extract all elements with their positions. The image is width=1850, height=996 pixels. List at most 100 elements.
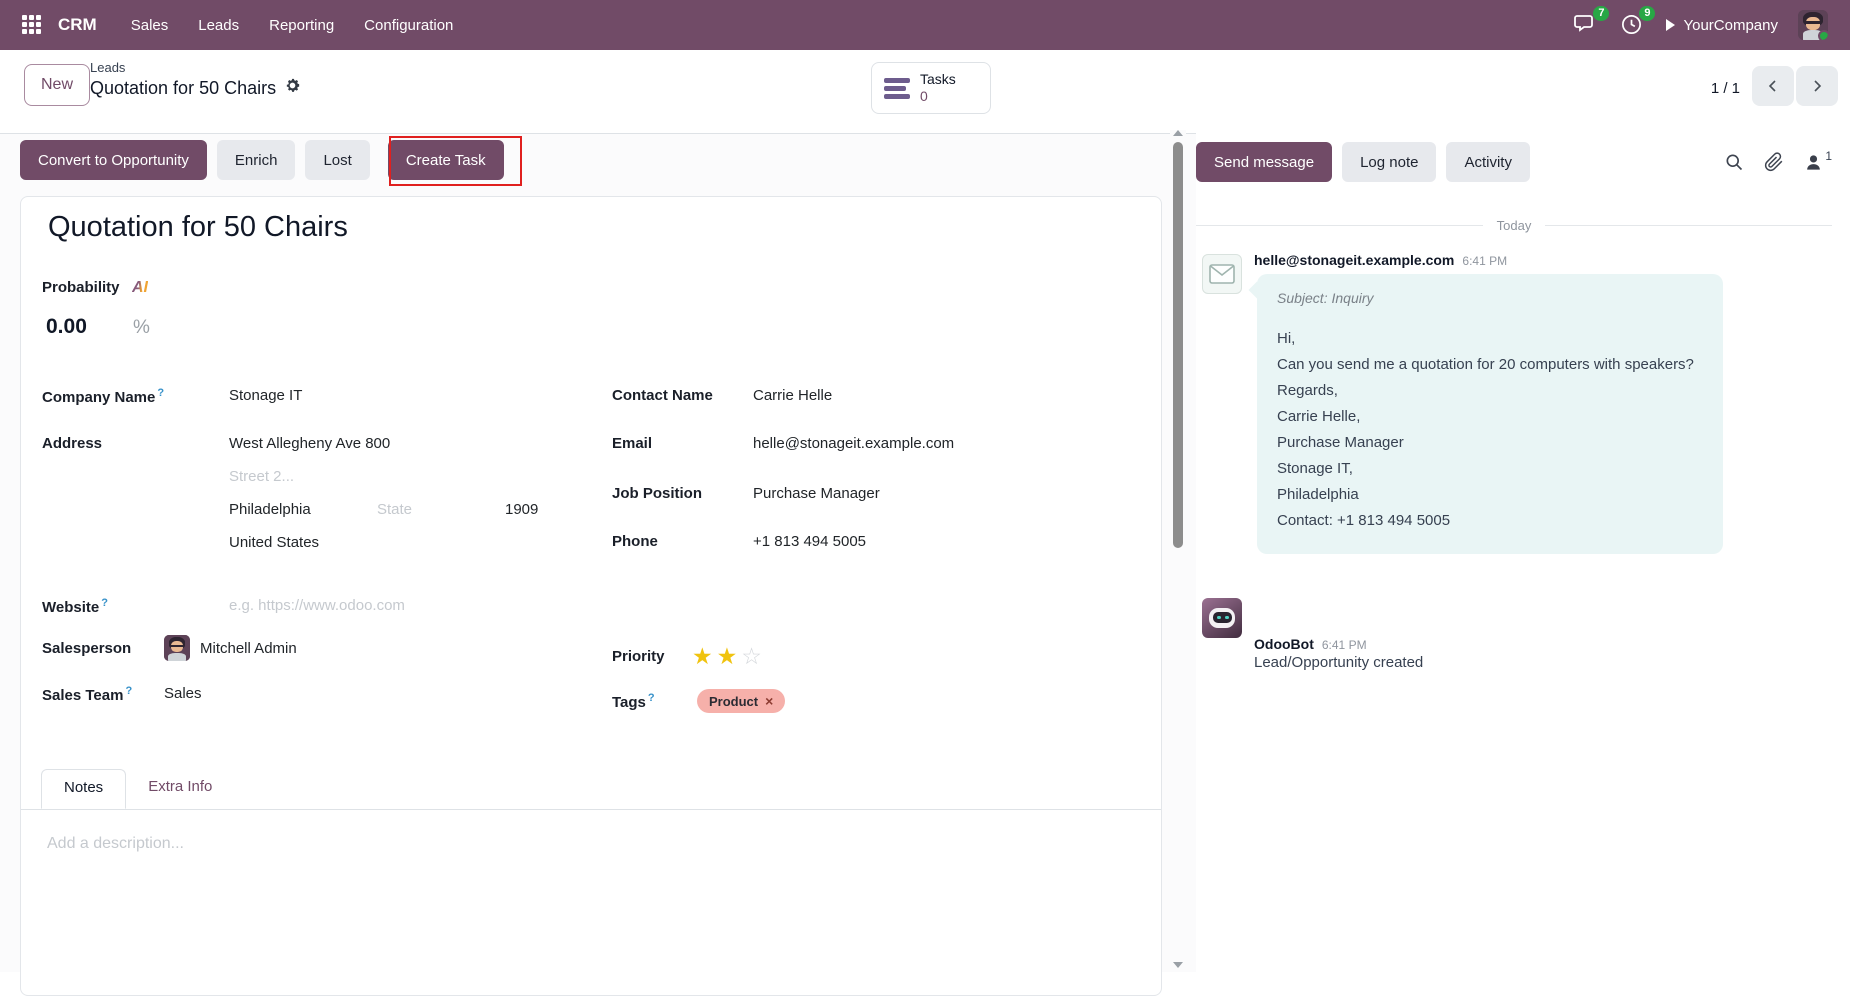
odoobot-avatar <box>1202 598 1242 638</box>
date-divider-label: Today <box>1496 218 1532 233</box>
breadcrumb: Leads Quotation for 50 Chairs <box>90 60 301 99</box>
message-email: helle@stonageit.example.com 6:41 PM Subj… <box>1202 252 1723 554</box>
activities-icon[interactable]: 9 <box>1620 6 1656 37</box>
messages-badge: 7 <box>1593 6 1610 21</box>
scrollbar-thumb[interactable] <box>1173 142 1183 548</box>
pager-next-button[interactable] <box>1796 66 1838 106</box>
message-bubble: Subject: Inquiry Hi, Can you send me a q… <box>1257 274 1723 554</box>
message-author[interactable]: helle@stonageit.example.com <box>1254 252 1455 268</box>
tab-notes[interactable]: Notes <box>41 769 127 809</box>
create-task-button[interactable]: Create Task <box>387 140 504 180</box>
play-icon <box>1666 19 1676 31</box>
priority-star[interactable]: ☆ <box>741 643 762 669</box>
nav-item-reporting[interactable]: Reporting <box>269 16 335 34</box>
probability-label: Probability <box>42 279 120 296</box>
vertical-scrollbar[interactable] <box>1170 130 1186 972</box>
website-label: Website? <box>42 597 108 616</box>
user-avatar[interactable] <box>1798 10 1828 40</box>
priority-star[interactable]: ★ <box>716 643 738 669</box>
company-switcher[interactable]: YourCompany <box>1666 17 1778 34</box>
contact-name-label: Contact Name <box>612 387 713 404</box>
enrich-button[interactable]: Enrich <box>216 140 296 180</box>
lead-form-sheet: Quotation for 50 Chairs Probability AI 0… <box>20 196 1162 996</box>
job-position-label: Job Position <box>612 485 702 502</box>
tasks-count: 0 <box>920 88 928 104</box>
log-note-button[interactable]: Log note <box>1342 142 1437 182</box>
help-icon: ? <box>101 597 108 609</box>
scroll-up-arrow-icon[interactable] <box>1173 130 1183 136</box>
phone-label: Phone <box>612 533 658 550</box>
gear-icon[interactable] <box>284 77 301 99</box>
convert-to-opportunity-button[interactable]: Convert to Opportunity <box>20 140 207 180</box>
send-message-button[interactable]: Send message <box>1196 142 1333 182</box>
tag-remove-icon[interactable]: × <box>765 693 774 709</box>
nav-item-configuration[interactable]: Configuration <box>364 16 454 34</box>
message-body-line: Purchase Manager <box>1277 434 1404 451</box>
message-body-line: Contact: +1 813 494 5005 <box>1277 512 1451 529</box>
app-name[interactable]: CRM <box>58 15 97 34</box>
scroll-down-arrow-icon[interactable] <box>1173 962 1183 968</box>
message-body-line: Philadelphia <box>1277 486 1359 503</box>
followers-icon[interactable]: 1 <box>1804 149 1832 172</box>
salesperson-avatar <box>164 635 190 661</box>
tags-label: Tags? <box>612 691 655 711</box>
street-field[interactable]: West Allegheny Ave 800 <box>229 435 391 452</box>
breadcrumb-current: Quotation for 50 Chairs <box>90 77 277 98</box>
company-name-label: Company Name? <box>42 387 165 406</box>
email-field[interactable]: helle@stonageit.example.com <box>753 435 955 452</box>
messages-icon[interactable]: 7 <box>1574 6 1610 37</box>
company-name: YourCompany <box>1683 16 1778 34</box>
website-field[interactable]: e.g. https://www.odoo.com <box>229 597 405 614</box>
country-field[interactable]: United States <box>229 534 320 551</box>
message-subject: Subject: Inquiry <box>1277 290 1374 306</box>
tasks-stat-button[interactable]: Tasks 0 <box>871 62 991 114</box>
nav-item-sales[interactable]: Sales <box>130 16 169 34</box>
salesperson-label: Salesperson <box>42 639 132 657</box>
control-panel: New Leads Quotation for 50 Chairs Tasks … <box>0 50 1850 134</box>
envelope-icon <box>1202 254 1242 294</box>
date-divider: Today <box>1196 218 1850 233</box>
ai-icon[interactable]: AI <box>131 279 148 296</box>
email-label: Email <box>612 435 653 452</box>
contact-name-field[interactable]: Carrie Helle <box>753 387 833 404</box>
search-messages-icon[interactable] <box>1724 152 1744 172</box>
job-position-field[interactable]: Purchase Manager <box>753 485 880 502</box>
sales-team-field[interactable]: Sales <box>164 685 202 702</box>
online-status-dot <box>1818 30 1828 40</box>
probability-value[interactable]: 0.00 <box>46 315 87 338</box>
tab-extra-info[interactable]: Extra Info <box>148 778 213 795</box>
nav-item-leads[interactable]: Leads <box>198 16 240 34</box>
tag-product[interactable]: Product × <box>697 689 786 713</box>
lead-title[interactable]: Quotation for 50 Chairs <box>48 211 348 243</box>
priority-star[interactable]: ★ <box>692 643 713 669</box>
tasks-label: Tasks <box>920 71 956 87</box>
street2-field[interactable]: Street 2... <box>229 468 295 485</box>
activity-button[interactable]: Activity <box>1446 142 1530 182</box>
message-body-line: Hi, <box>1277 330 1296 347</box>
message-time: 6:41 PM <box>1321 638 1367 652</box>
breadcrumb-parent[interactable]: Leads <box>90 60 126 75</box>
activities-badge: 9 <box>1639 6 1656 21</box>
state-field[interactable]: State <box>377 501 413 518</box>
attachment-icon[interactable] <box>1764 152 1784 172</box>
apps-menu-icon[interactable] <box>22 15 42 35</box>
description-field[interactable]: Add a description... <box>47 835 184 852</box>
lost-button[interactable]: Lost <box>305 140 370 180</box>
new-button[interactable]: New <box>24 64 91 106</box>
help-icon: ? <box>647 691 655 704</box>
pager-text: 1 / 1 <box>1710 80 1740 97</box>
priority-label: Priority <box>612 647 665 665</box>
pager-prev-button[interactable] <box>1752 66 1794 106</box>
message-body: Lead/Opportunity created <box>1254 654 1424 671</box>
zip-field[interactable]: 1909 <box>505 501 539 518</box>
phone-field[interactable]: +1 813 494 5005 <box>753 533 867 550</box>
company-name-field[interactable]: Stonage IT <box>229 387 303 404</box>
city-field[interactable]: Philadelphia <box>229 501 311 518</box>
message-body-line: Can you send me a quotation for 20 compu… <box>1277 356 1694 373</box>
help-icon: ? <box>125 685 133 697</box>
address-label: Address <box>42 435 103 452</box>
salesperson-field[interactable]: Mitchell Admin <box>200 639 297 657</box>
message-odoobot: OdooBot 6:41 PM Lead/Opportunity created <box>1202 596 1423 671</box>
message-author[interactable]: OdooBot <box>1254 636 1314 652</box>
message-body-line: Carrie Helle, <box>1277 408 1361 425</box>
